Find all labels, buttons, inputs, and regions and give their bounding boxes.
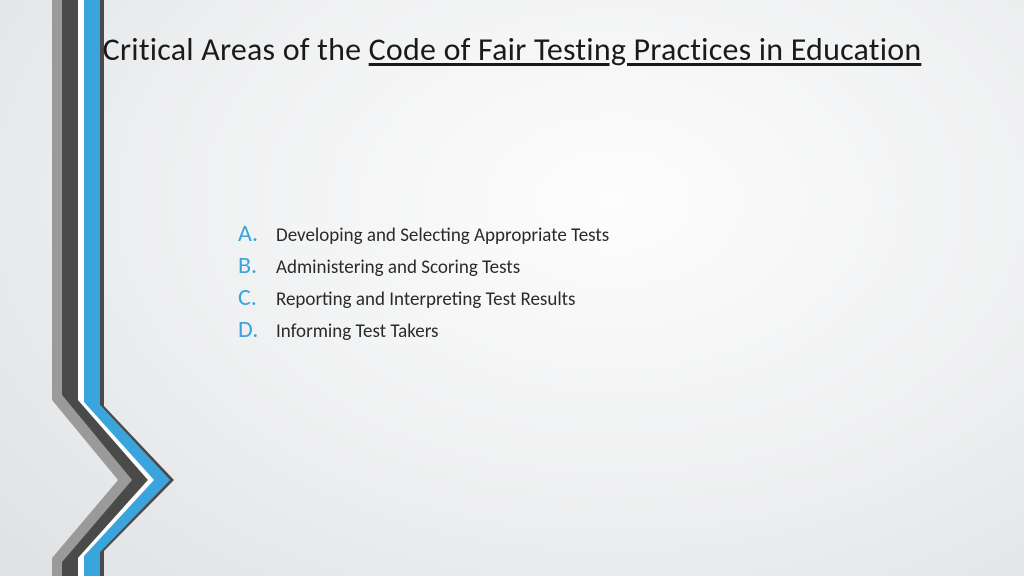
list-text: Informing Test Takers — [276, 320, 438, 343]
list-text: Administering and Scoring Tests — [276, 256, 520, 279]
list-letter: D. — [238, 318, 276, 342]
slide-title-block: Critical Areas of the Code of Fair Testi… — [0, 28, 1024, 71]
list-item: A. Developing and Selecting Appropriate … — [238, 222, 609, 247]
list-item: B. Administering and Scoring Tests — [238, 254, 609, 279]
list-letter: B. — [238, 254, 276, 278]
bullet-list: A. Developing and Selecting Appropriate … — [238, 222, 609, 350]
list-letter: C. — [238, 286, 276, 310]
list-item: D. Informing Test Takers — [238, 318, 609, 343]
title-plain-part: Critical Areas of the — [103, 30, 369, 69]
list-text: Developing and Selecting Appropriate Tes… — [276, 224, 609, 247]
slide-title: Critical Areas of the Code of Fair Testi… — [0, 28, 1024, 71]
list-item: C. Reporting and Interpreting Test Resul… — [238, 286, 609, 311]
list-text: Reporting and Interpreting Test Results — [276, 288, 575, 311]
list-letter: A. — [238, 222, 276, 246]
title-underlined-part: Code of Fair Testing Practices in Educat… — [369, 30, 922, 69]
